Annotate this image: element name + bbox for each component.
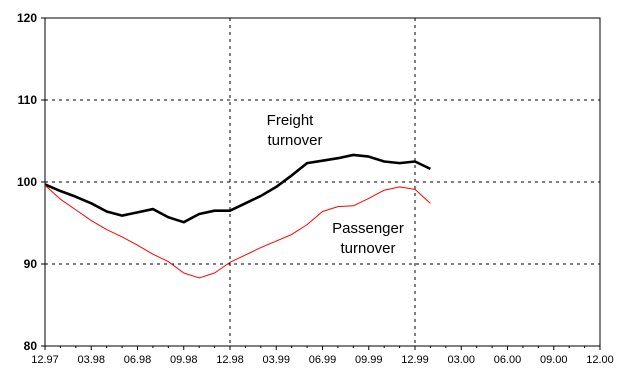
x-tick-label-12.00: 12.00 bbox=[586, 354, 614, 366]
gridlines bbox=[45, 18, 600, 346]
x-tick-label-09.98: 09.98 bbox=[170, 354, 198, 366]
passenger-annotation-line1: Passenger bbox=[332, 220, 404, 237]
x-tick-label-06.99: 06.99 bbox=[309, 354, 337, 366]
x-tick-label-03.99: 03.99 bbox=[262, 354, 290, 366]
x-tick-label-12.97: 12.97 bbox=[31, 354, 59, 366]
y-tick-label-90: 90 bbox=[24, 257, 38, 271]
x-tick-label-06.00: 06.00 bbox=[494, 354, 522, 366]
tick-labels: 80 90 100 110 120 12.97 03.98 06.98 09.98 12.98 03… bbox=[17, 11, 614, 366]
freight-turnover-line bbox=[44, 153, 431, 224]
x-tick-label-03.00: 03.00 bbox=[447, 354, 475, 366]
x-tick-label-12.98: 12.98 bbox=[216, 354, 244, 366]
freight-annotation-line2: turnover bbox=[267, 132, 322, 149]
y-tick-label-100: 100 bbox=[17, 175, 37, 189]
y-tick-label-110: 110 bbox=[18, 93, 38, 107]
axes bbox=[41, 17, 601, 350]
series-group bbox=[44, 153, 431, 279]
x-tick-label-03.98: 03.98 bbox=[77, 354, 105, 366]
x-tick-label-09.99: 09.99 bbox=[355, 354, 383, 366]
passenger-turnover-line bbox=[44, 184, 431, 279]
x-tick-label-12.99: 12.99 bbox=[401, 354, 429, 366]
x-tick-label-09.00: 09.00 bbox=[540, 354, 568, 366]
passenger-annotation-line2: turnover bbox=[340, 240, 395, 257]
y-tick-label-80: 80 bbox=[24, 339, 38, 353]
freight-annotation-line1: Freight bbox=[267, 112, 315, 129]
y-tick-label-120: 120 bbox=[17, 11, 37, 25]
x-tick-label-06.98: 06.98 bbox=[124, 354, 152, 366]
